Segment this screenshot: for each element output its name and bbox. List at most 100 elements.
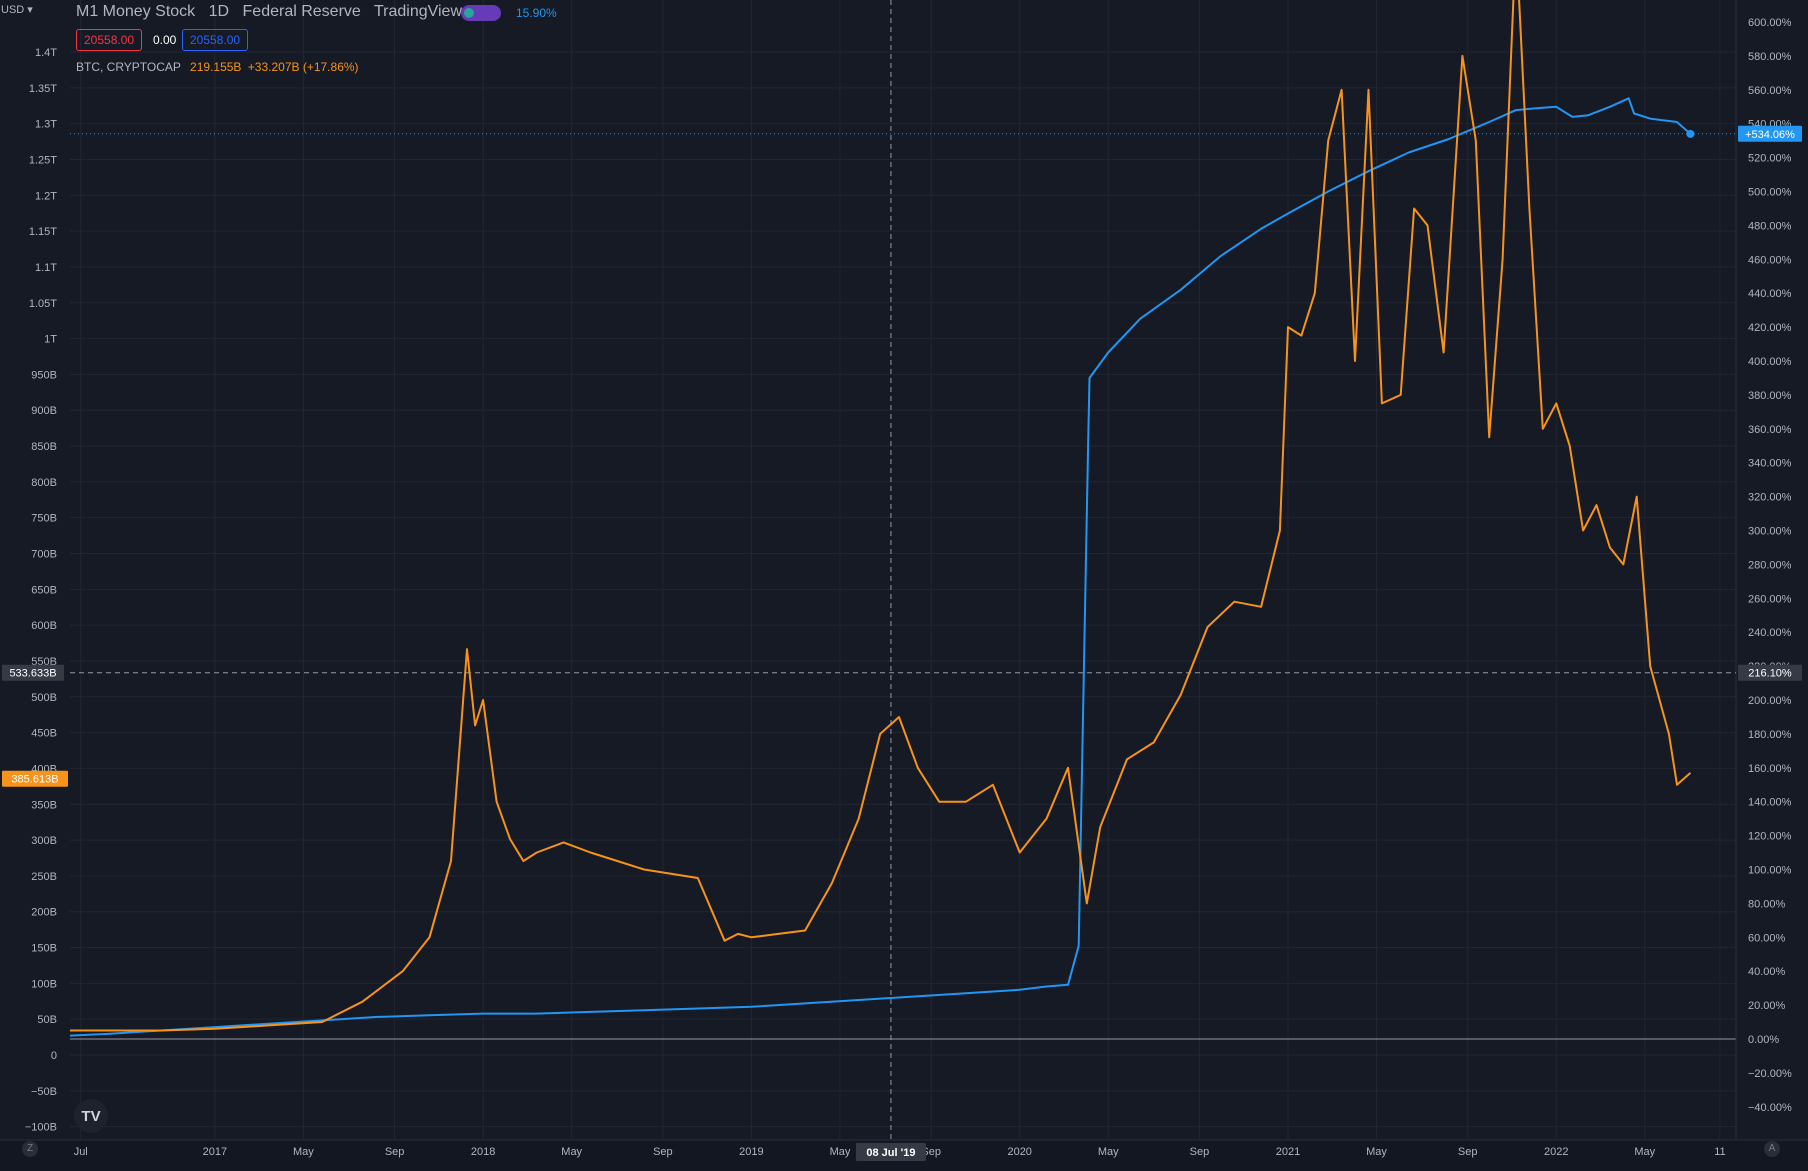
time-crosshair-label: 08 Jul '19 — [866, 1147, 915, 1159]
right-axis-tick-label: 480.00% — [1748, 220, 1792, 232]
left-axis-tick-label: 1.25T — [29, 154, 57, 166]
time-axis-tick-label: 2017 — [203, 1146, 227, 1158]
left-axis-tick-label: 0 — [51, 1050, 57, 1062]
right-axis-tick-label: 160.00% — [1748, 763, 1792, 775]
btc-legend[interactable]: BTC, CRYPTOCAP 219.155B +33.207B (+17.86… — [76, 60, 359, 74]
left-axis-tick-label: 850B — [31, 441, 57, 453]
left-crosshair-label: 533.633B — [9, 668, 56, 680]
right-axis-tick-label: 400.00% — [1748, 356, 1792, 368]
time-axis-tick-label: May — [561, 1146, 582, 1158]
time-axis-tick-label: Sep — [1458, 1146, 1478, 1158]
left-axis-tick-label: 450B — [31, 728, 57, 740]
currency-selector[interactable]: USD ▾ — [1, 4, 33, 16]
time-axis-tick-label: Sep — [921, 1146, 941, 1158]
publisher-label: TradingView — [373, 3, 462, 20]
right-axis-tick-label: 580.00% — [1748, 51, 1792, 63]
right-axis-tick-label: 60.00% — [1748, 932, 1786, 944]
right-axis-tick-label: 100.00% — [1748, 865, 1792, 877]
left-axis-tick-label: 700B — [31, 549, 57, 561]
right-axis-tick-label: −20.00% — [1748, 1068, 1792, 1080]
m1-last-value-label: +534.06% — [1745, 129, 1795, 141]
left-axis-tick-label: 350B — [31, 799, 57, 811]
compare-percent: 15.90% — [516, 6, 557, 20]
price-mid-badge: 0.00 — [153, 33, 177, 47]
right-axis-tick-label: 320.00% — [1748, 492, 1792, 504]
right-crosshair-label-box — [1738, 664, 1802, 681]
m1-last-value-label-box — [1738, 125, 1802, 142]
left-axis-tick-label: −100B — [25, 1122, 57, 1134]
time-axis-tick-label: 2021 — [1276, 1146, 1300, 1158]
right-axis-tick-label: 180.00% — [1748, 729, 1792, 741]
auto-scale-icon[interactable]: A — [1764, 1141, 1780, 1157]
time-axis-tick-label: 11 — [1714, 1146, 1725, 1158]
m1-series-line — [69, 97, 1692, 1037]
symbol-title: M1 Money Stock — [76, 3, 196, 20]
left-axis-tick-label: 900B — [31, 405, 57, 417]
btc-change: +33.207B (+17.86%) — [247, 60, 359, 74]
time-axis-tick-label: Sep — [1190, 1146, 1210, 1158]
left-axis-tick-label: 1T — [44, 334, 57, 346]
right-axis-tick-label: 20.00% — [1748, 1000, 1786, 1012]
time-axis-tick-label: Jul — [74, 1146, 88, 1158]
right-axis-tick-label: 40.00% — [1748, 966, 1786, 978]
price-left-badge: 20558.00 — [76, 29, 143, 51]
left-axis-tick-label: 1.1T — [35, 262, 57, 274]
right-axis-tick-label: 440.00% — [1748, 288, 1792, 300]
right-axis-tick-label: 500.00% — [1748, 187, 1792, 199]
visibility-toggle[interactable] — [461, 5, 501, 21]
time-axis-tick-label: Sep — [653, 1146, 673, 1158]
left-axis-tick-label: 950B — [31, 369, 57, 381]
left-axis-tick-label: −50B — [31, 1086, 57, 1098]
left-axis-tick-label: 750B — [31, 513, 57, 525]
right-axis-tick-label: 120.00% — [1748, 831, 1792, 843]
right-axis-tick-label: 140.00% — [1748, 797, 1792, 809]
right-crosshair-label: 216.10% — [1748, 668, 1792, 680]
time-axis-tick-label: May — [1366, 1146, 1387, 1158]
right-axis-tick-label: 340.00% — [1748, 458, 1792, 470]
left-axis-tick-label: 250B — [31, 871, 57, 883]
right-axis-tick-label: 80.00% — [1748, 898, 1786, 910]
left-crosshair-label-box — [2, 664, 64, 681]
right-axis-tick-label: 420.00% — [1748, 322, 1792, 334]
left-axis-tick-label: 150B — [31, 943, 57, 955]
time-axis-tick-label: May — [1098, 1146, 1119, 1158]
left-axis-tick-label: 800B — [31, 477, 57, 489]
right-axis-tick-label: −40.00% — [1748, 1102, 1792, 1114]
left-axis-tick-label: 1.05T — [29, 298, 57, 310]
m1-last-point — [1686, 129, 1695, 138]
right-axis-tick-label: 260.00% — [1748, 593, 1792, 605]
left-axis-tick-label: 200B — [31, 907, 57, 919]
right-axis-tick-label: 560.00% — [1748, 85, 1792, 97]
right-axis-tick-label: 460.00% — [1748, 254, 1792, 266]
right-axis-tick-label: 600.00% — [1748, 17, 1792, 29]
currency-label: USD — [1, 4, 25, 16]
right-axis-tick-label: 380.00% — [1748, 390, 1792, 402]
btc-label: BTC, CRYPTOCAP — [76, 60, 181, 74]
left-axis-tick-label: 500B — [31, 692, 57, 704]
time-axis-tick-label: Sep — [385, 1146, 405, 1158]
zoom-toggle-icon[interactable]: Z — [22, 1141, 38, 1157]
right-axis-tick-label: 0.00% — [1748, 1034, 1779, 1046]
toggle-knob-icon — [464, 8, 474, 18]
time-axis-tick-label: May — [1634, 1146, 1655, 1158]
left-axis-tick-label: 1.2T — [35, 190, 57, 202]
time-axis-tick-label: 2020 — [1007, 1146, 1031, 1158]
tradingview-logo-icon[interactable]: TV — [74, 1099, 108, 1133]
left-axis-tick-label: 1.3T — [35, 119, 57, 131]
time-axis-tick-label: May — [293, 1146, 314, 1158]
left-axis-tick-label: 1.4T — [35, 47, 57, 59]
left-axis-tick-label: 300B — [31, 835, 57, 847]
left-axis-tick-label: 600B — [31, 620, 57, 632]
interval-label: 1D — [208, 3, 230, 20]
time-axis-tick-label: 2022 — [1544, 1146, 1568, 1158]
time-axis-tick-label: 2019 — [739, 1146, 763, 1158]
btc-series-line — [70, 0, 1692, 1032]
source-label: Federal Reserve — [242, 3, 361, 20]
btc-last-value-label: 385.613B — [11, 774, 58, 786]
left-axis-tick-label: 650B — [31, 584, 57, 596]
price-right-badge: 20558.00 — [182, 29, 249, 51]
right-axis-tick-label: 280.00% — [1748, 559, 1792, 571]
legend-title[interactable]: M1 Money Stock 1D Federal Reserve Tradin… — [76, 3, 471, 21]
